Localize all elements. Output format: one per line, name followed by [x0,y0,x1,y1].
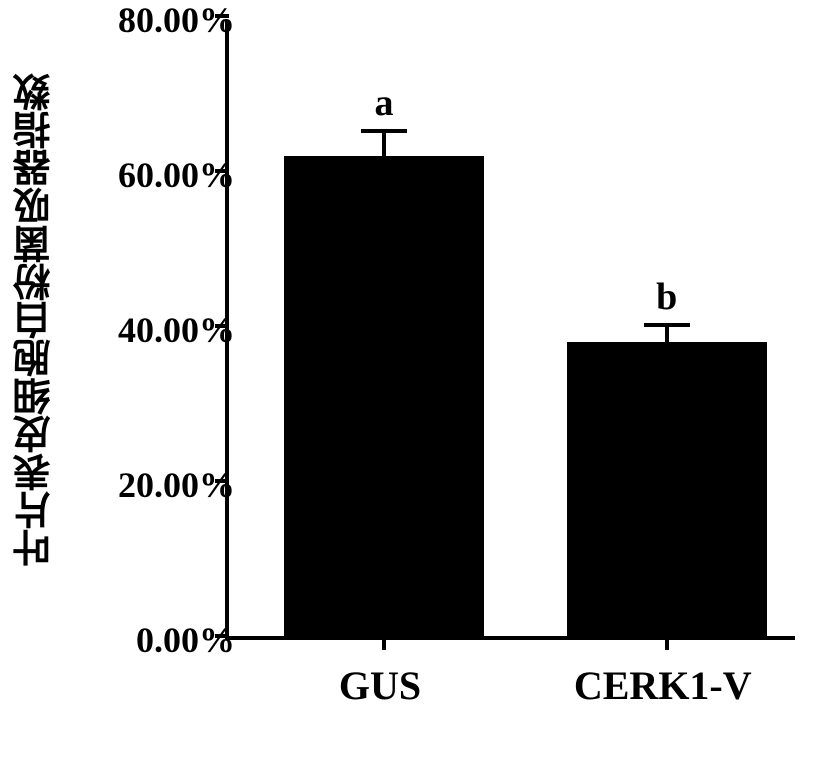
y-axis-title: 叶片表皮细胞白粉菌吸器指数 [8,73,63,567]
y-tick-label: 80.00% [118,0,235,41]
x-category-label: CERK1-V [574,662,752,709]
error-bar-cap [644,323,690,327]
x-category-label: GUS [339,662,421,709]
y-axis-title-container: 叶片表皮细胞白粉菌吸器指数 [5,0,65,640]
y-tick-label: 0.00% [136,619,235,661]
bar [284,156,484,637]
significance-label: a [375,81,394,125]
x-tick [382,636,386,650]
y-tick-label: 20.00% [118,464,235,506]
error-bar-stem [665,325,669,341]
error-bar-cap [361,129,407,133]
y-tick-label: 60.00% [118,154,235,196]
y-tick-label: 40.00% [118,309,235,351]
x-tick [665,636,669,650]
significance-label: b [656,275,677,319]
bar [567,342,767,637]
plot-area: ab [225,20,795,640]
chart-container: 叶片表皮细胞白粉菌吸器指数 ab 0.00%20.00%40.00%60.00%… [0,0,825,771]
error-bar-stem [382,131,386,156]
